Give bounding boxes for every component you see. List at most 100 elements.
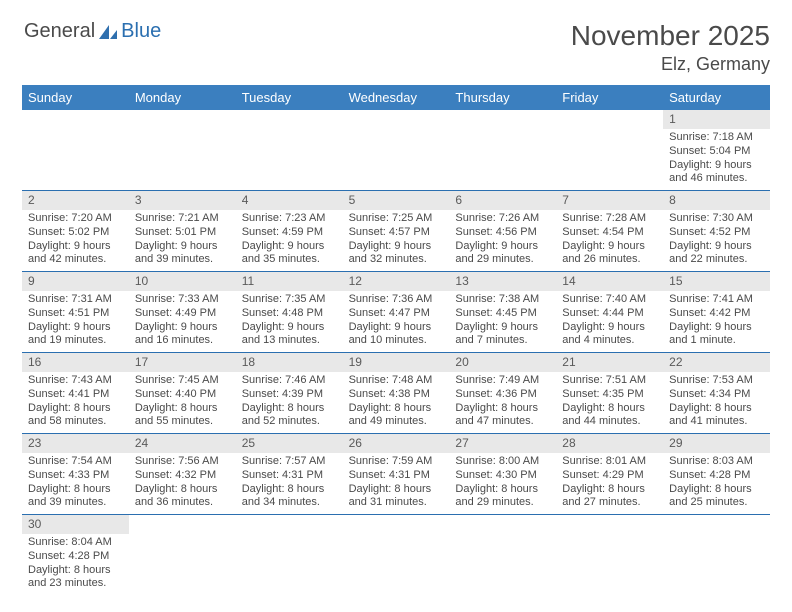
daylight-text: and 49 minutes. (349, 415, 444, 429)
sunset-text: Sunset: 4:32 PM (135, 469, 230, 483)
daylight-text: Daylight: 8 hours (135, 402, 230, 416)
daylight-text: and 35 minutes. (242, 253, 337, 267)
sunrise-text: Sunrise: 7:57 AM (242, 455, 337, 469)
daylight-text: Daylight: 8 hours (349, 483, 444, 497)
daylight-text: Daylight: 8 hours (28, 483, 123, 497)
day-cell: 23Sunrise: 7:54 AMSunset: 4:33 PMDayligh… (22, 434, 129, 514)
daylight-text: Daylight: 9 hours (669, 240, 764, 254)
weeks-container: 1Sunrise: 7:18 AMSunset: 5:04 PMDaylight… (22, 110, 770, 595)
sunset-text: Sunset: 4:48 PM (242, 307, 337, 321)
daylight-text: and 1 minute. (669, 334, 764, 348)
day-body: Sunrise: 7:57 AMSunset: 4:31 PMDaylight:… (236, 453, 343, 514)
daylight-text: Daylight: 8 hours (562, 402, 657, 416)
day-number: 10 (129, 272, 236, 291)
day-number: 29 (663, 434, 770, 453)
weekday-label: Sunday (22, 85, 129, 110)
day-body: Sunrise: 7:20 AMSunset: 5:02 PMDaylight:… (22, 210, 129, 271)
daylight-text: and 41 minutes. (669, 415, 764, 429)
day-number: 11 (236, 272, 343, 291)
day-body: Sunrise: 7:48 AMSunset: 4:38 PMDaylight:… (343, 372, 450, 433)
day-cell: 2Sunrise: 7:20 AMSunset: 5:02 PMDaylight… (22, 191, 129, 271)
day-body: Sunrise: 8:04 AMSunset: 4:28 PMDaylight:… (22, 534, 129, 595)
empty-cell (556, 515, 663, 595)
day-body: Sunrise: 7:38 AMSunset: 4:45 PMDaylight:… (449, 291, 556, 352)
day-body: Sunrise: 7:59 AMSunset: 4:31 PMDaylight:… (343, 453, 450, 514)
day-number: 5 (343, 191, 450, 210)
daylight-text: and 31 minutes. (349, 496, 444, 510)
day-body: Sunrise: 7:46 AMSunset: 4:39 PMDaylight:… (236, 372, 343, 433)
sunrise-text: Sunrise: 8:04 AM (28, 536, 123, 550)
sunrise-text: Sunrise: 7:56 AM (135, 455, 230, 469)
empty-cell (129, 110, 236, 190)
sunset-text: Sunset: 4:40 PM (135, 388, 230, 402)
day-cell: 3Sunrise: 7:21 AMSunset: 5:01 PMDaylight… (129, 191, 236, 271)
sunrise-text: Sunrise: 7:21 AM (135, 212, 230, 226)
sunrise-text: Sunrise: 7:35 AM (242, 293, 337, 307)
day-body: Sunrise: 7:54 AMSunset: 4:33 PMDaylight:… (22, 453, 129, 514)
sunrise-text: Sunrise: 7:25 AM (349, 212, 444, 226)
daylight-text: Daylight: 9 hours (669, 321, 764, 335)
sunset-text: Sunset: 4:28 PM (669, 469, 764, 483)
sunrise-text: Sunrise: 7:49 AM (455, 374, 550, 388)
sunset-text: Sunset: 4:45 PM (455, 307, 550, 321)
sunset-text: Sunset: 4:56 PM (455, 226, 550, 240)
sunset-text: Sunset: 4:42 PM (669, 307, 764, 321)
day-number: 25 (236, 434, 343, 453)
day-body: Sunrise: 7:23 AMSunset: 4:59 PMDaylight:… (236, 210, 343, 271)
daylight-text: and 29 minutes. (455, 496, 550, 510)
daylight-text: and 7 minutes. (455, 334, 550, 348)
day-cell: 14Sunrise: 7:40 AMSunset: 4:44 PMDayligh… (556, 272, 663, 352)
day-number: 28 (556, 434, 663, 453)
day-cell: 13Sunrise: 7:38 AMSunset: 4:45 PMDayligh… (449, 272, 556, 352)
daylight-text: and 58 minutes. (28, 415, 123, 429)
daylight-text: and 19 minutes. (28, 334, 123, 348)
sunrise-text: Sunrise: 7:51 AM (562, 374, 657, 388)
sunset-text: Sunset: 4:30 PM (455, 469, 550, 483)
day-number: 17 (129, 353, 236, 372)
sunrise-text: Sunrise: 7:41 AM (669, 293, 764, 307)
daylight-text: and 55 minutes. (135, 415, 230, 429)
weekday-label: Thursday (449, 85, 556, 110)
day-cell: 18Sunrise: 7:46 AMSunset: 4:39 PMDayligh… (236, 353, 343, 433)
day-cell: 11Sunrise: 7:35 AMSunset: 4:48 PMDayligh… (236, 272, 343, 352)
title-block: November 2025 Elz, Germany (571, 20, 770, 75)
daylight-text: Daylight: 9 hours (242, 240, 337, 254)
sunset-text: Sunset: 5:02 PM (28, 226, 123, 240)
sunrise-text: Sunrise: 7:18 AM (669, 131, 764, 145)
sunrise-text: Sunrise: 7:53 AM (669, 374, 764, 388)
sunset-text: Sunset: 4:35 PM (562, 388, 657, 402)
daylight-text: Daylight: 8 hours (669, 483, 764, 497)
day-cell: 17Sunrise: 7:45 AMSunset: 4:40 PMDayligh… (129, 353, 236, 433)
daylight-text: and 39 minutes. (135, 253, 230, 267)
sunrise-text: Sunrise: 7:30 AM (669, 212, 764, 226)
day-cell: 26Sunrise: 7:59 AMSunset: 4:31 PMDayligh… (343, 434, 450, 514)
sunset-text: Sunset: 4:39 PM (242, 388, 337, 402)
logo-text-1: General (24, 20, 95, 43)
empty-cell (236, 515, 343, 595)
daylight-text: and 29 minutes. (455, 253, 550, 267)
day-cell: 5Sunrise: 7:25 AMSunset: 4:57 PMDaylight… (343, 191, 450, 271)
day-body: Sunrise: 7:51 AMSunset: 4:35 PMDaylight:… (556, 372, 663, 433)
weekday-label: Monday (129, 85, 236, 110)
daylight-text: Daylight: 8 hours (242, 483, 337, 497)
day-number: 3 (129, 191, 236, 210)
sunset-text: Sunset: 4:36 PM (455, 388, 550, 402)
day-cell: 27Sunrise: 8:00 AMSunset: 4:30 PMDayligh… (449, 434, 556, 514)
empty-cell (556, 110, 663, 190)
daylight-text: and 4 minutes. (562, 334, 657, 348)
week-row: 2Sunrise: 7:20 AMSunset: 5:02 PMDaylight… (22, 191, 770, 272)
day-number: 6 (449, 191, 556, 210)
day-number: 12 (343, 272, 450, 291)
calendar: Sunday Monday Tuesday Wednesday Thursday… (22, 85, 770, 595)
day-cell: 8Sunrise: 7:30 AMSunset: 4:52 PMDaylight… (663, 191, 770, 271)
day-body: Sunrise: 8:03 AMSunset: 4:28 PMDaylight:… (663, 453, 770, 514)
sunset-text: Sunset: 4:54 PM (562, 226, 657, 240)
day-number: 18 (236, 353, 343, 372)
daylight-text: and 10 minutes. (349, 334, 444, 348)
sunset-text: Sunset: 4:41 PM (28, 388, 123, 402)
sunrise-text: Sunrise: 7:40 AM (562, 293, 657, 307)
day-number: 2 (22, 191, 129, 210)
daylight-text: Daylight: 9 hours (135, 240, 230, 254)
sunrise-text: Sunrise: 8:00 AM (455, 455, 550, 469)
empty-cell (22, 110, 129, 190)
